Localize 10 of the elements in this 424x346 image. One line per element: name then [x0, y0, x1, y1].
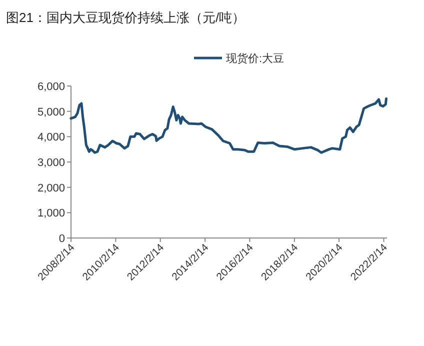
y-tick-label: 0	[58, 233, 65, 245]
y-tick-label: 2,000	[37, 182, 65, 194]
y-tick-label: 1,000	[37, 208, 65, 220]
legend-label: 现货价:大豆	[226, 52, 284, 65]
line-series	[70, 97, 388, 154]
y-tick-label: 3,000	[37, 157, 65, 169]
y-tick-label: 5,000	[37, 106, 65, 118]
chart-title: 图21：国内大豆现货价持续上涨（元/吨）	[6, 10, 246, 25]
y-tick-label: 4,000	[37, 132, 65, 144]
y-tick-label: 6,000	[37, 81, 65, 93]
